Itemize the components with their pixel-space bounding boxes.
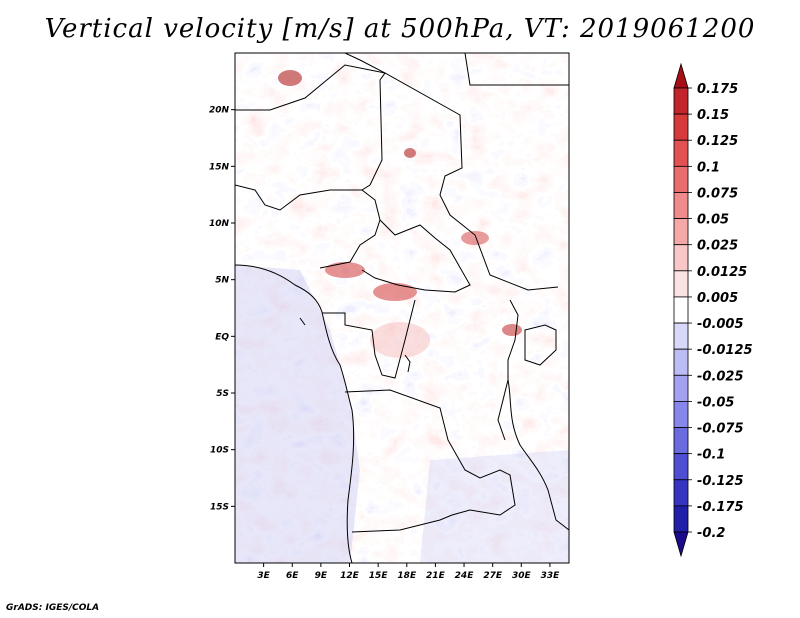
colorbar-bin bbox=[673, 348, 689, 376]
lat-tick-label: 5N bbox=[215, 276, 229, 286]
colorbar-bin bbox=[673, 218, 689, 246]
colorbar-label: -0.075 bbox=[697, 422, 744, 437]
lat-tick-label: 15S bbox=[210, 502, 229, 512]
colorbar-bin bbox=[673, 322, 689, 350]
colorbar-label: 0.175 bbox=[697, 82, 738, 97]
lat-tick-label: EQ bbox=[215, 332, 229, 342]
colorbar-label: 0.15 bbox=[697, 108, 729, 123]
colorbar-label: 0.075 bbox=[697, 186, 738, 201]
colorbar-label: -0.0125 bbox=[697, 343, 753, 358]
colorbar-label: 0.025 bbox=[697, 239, 738, 254]
map-title: Vertical velocity [m/s] at 500hPa, VT: 2… bbox=[44, 14, 756, 44]
lon-tick-label: 12E bbox=[340, 571, 360, 581]
lon-tick-label: 9E bbox=[315, 571, 328, 581]
colorbar-bin bbox=[673, 427, 689, 455]
colorbar: 0.175 0.15 0.125 0.1 0.075 0.05 0.025 0.0125 0.0… bbox=[673, 62, 753, 558]
colorbar-label: 0.125 bbox=[697, 134, 738, 149]
colorbar-label: -0.1 bbox=[697, 448, 725, 463]
lat-tick-label: 10S bbox=[210, 446, 229, 456]
colorbar-bin bbox=[673, 87, 689, 115]
colorbar-bin bbox=[673, 192, 689, 219]
lat-tick-label: 15N bbox=[209, 162, 230, 172]
colorbar-bin bbox=[673, 270, 689, 298]
colorbar-bin bbox=[673, 165, 689, 193]
colorbar-label: 0.05 bbox=[697, 213, 729, 228]
colorbar-bin bbox=[673, 296, 689, 324]
colorbar-label: -0.05 bbox=[697, 395, 734, 410]
colorbar-min-triangle bbox=[673, 531, 689, 558]
colorbar-label: -0.025 bbox=[697, 369, 744, 384]
colorbar-label: -0.2 bbox=[697, 526, 725, 541]
country-borders bbox=[235, 53, 569, 563]
colorbar-bin bbox=[673, 479, 689, 507]
lon-tick-label: 33E bbox=[541, 571, 561, 581]
colorbar-label: -0.005 bbox=[697, 317, 744, 332]
colorbar-label: -0.125 bbox=[697, 474, 744, 489]
map-frame bbox=[234, 52, 570, 564]
lat-tick-label: 10N bbox=[209, 219, 230, 229]
colorbar-label: 0.0125 bbox=[697, 265, 747, 280]
grads-credit: GrADS: IGES/COLA bbox=[6, 603, 100, 613]
colorbar-label: 0.1 bbox=[697, 160, 720, 175]
lon-tick-label: 15E bbox=[369, 571, 389, 581]
longitude-axis: 3E 6E 9E 12E 15E 18E 21E 24E 27E 30E 33E bbox=[257, 563, 560, 581]
lon-tick-label: 21E bbox=[426, 571, 446, 581]
colorbar-label: 0.005 bbox=[697, 291, 738, 306]
lon-tick-label: 24E bbox=[455, 571, 475, 581]
colorbar-bin bbox=[673, 374, 689, 402]
colorbar-max-triangle bbox=[673, 62, 689, 89]
colorbar-bin bbox=[673, 139, 689, 167]
lon-tick-label: 3E bbox=[257, 571, 270, 581]
lat-tick-label: 20N bbox=[209, 106, 230, 116]
lon-tick-label: 6E bbox=[286, 571, 299, 581]
colorbar-bin bbox=[673, 113, 689, 141]
colorbar-label: -0.175 bbox=[697, 500, 744, 515]
lon-tick-label: 30E bbox=[512, 571, 532, 581]
colorbar-bin bbox=[673, 244, 689, 272]
lon-tick-label: 18E bbox=[397, 571, 417, 581]
latitude-axis: 20N 15N 10N 5N EQ 5S 10S 15S bbox=[209, 106, 235, 512]
lon-tick-label: 27E bbox=[483, 571, 503, 581]
colorbar-bin bbox=[673, 453, 689, 481]
colorbar-bin bbox=[673, 505, 689, 533]
velocity-field bbox=[235, 53, 569, 563]
colorbar-bin bbox=[673, 401, 689, 428]
lat-tick-label: 5S bbox=[216, 389, 229, 399]
